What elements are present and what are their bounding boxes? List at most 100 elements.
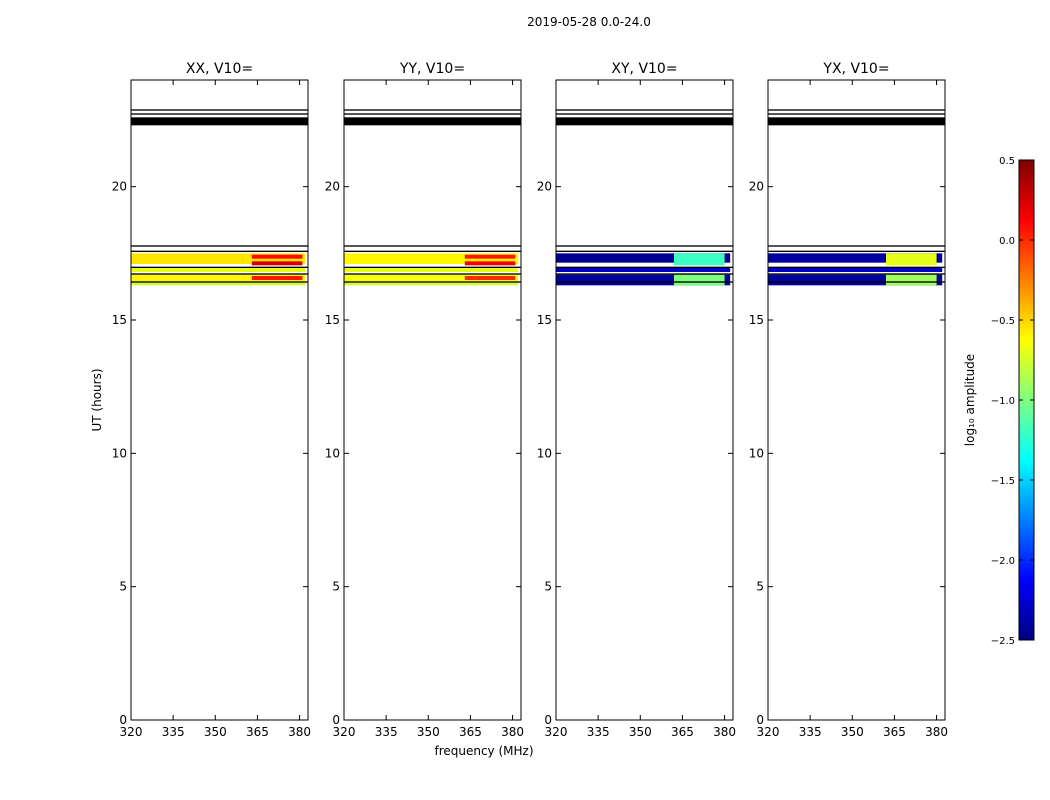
flagged-row xyxy=(344,281,521,283)
heatmap-band xyxy=(344,274,519,282)
flagged-row xyxy=(556,266,733,268)
heatmap-band xyxy=(464,261,516,266)
flagged-row xyxy=(768,109,945,111)
panel-frame xyxy=(555,79,734,721)
colorbar-tick-label: 0.5 xyxy=(999,156,1015,167)
colorbar-tick-label: 0.0 xyxy=(999,236,1015,247)
heatmap-band xyxy=(344,268,519,272)
y-tick-label: 5 xyxy=(119,580,127,594)
flagged-row xyxy=(344,250,521,252)
x-tick-label: 380 xyxy=(288,725,311,739)
heatmap-band xyxy=(251,261,303,266)
flagged-row xyxy=(131,109,308,111)
y-tick-label: 5 xyxy=(332,580,340,594)
flagged-row xyxy=(131,266,308,268)
heatmap-band xyxy=(344,253,519,264)
figure-suptitle: 2019-05-28 0.0-24.0 xyxy=(527,15,651,29)
y-tick-label: 10 xyxy=(537,446,552,460)
flagged-row xyxy=(131,117,308,126)
flagged-row xyxy=(131,113,308,115)
y-tick-label: 0 xyxy=(544,713,552,727)
flagged-row xyxy=(344,113,521,115)
heatmap-band xyxy=(131,274,306,282)
heatmap-band xyxy=(556,274,731,286)
heatmap-band xyxy=(464,276,516,280)
flagged-row xyxy=(768,245,945,247)
heatmap-band xyxy=(674,253,725,266)
panel-title: XX, V10= xyxy=(186,61,253,77)
panel-frame xyxy=(767,79,946,721)
flagged-row xyxy=(344,266,521,268)
colorbar-ticks: 0.5 0.0 −0.5 −1.0 −1.5 −2.0 −2.5 xyxy=(991,156,1034,647)
flagged-row xyxy=(344,273,521,275)
y-tick-label: 10 xyxy=(749,446,764,460)
y-tick-label: 15 xyxy=(325,313,340,327)
panel-frame xyxy=(343,79,522,721)
flagged-row xyxy=(556,281,733,283)
y-tick-label: 20 xyxy=(749,180,764,194)
flagged-row xyxy=(768,117,945,126)
heatmap-band xyxy=(251,254,303,259)
flagged-row xyxy=(131,281,308,283)
heatmap-band xyxy=(131,253,306,264)
flagged-row xyxy=(131,245,308,247)
x-tick-label: 320 xyxy=(545,725,568,739)
flagged-row xyxy=(556,245,733,247)
colorbar-tick-label: −1.0 xyxy=(991,396,1015,407)
y-tick-label: 15 xyxy=(537,313,552,327)
y-tick-label: 0 xyxy=(119,713,127,727)
flagged-row xyxy=(344,245,521,247)
x-tick-label: 335 xyxy=(799,725,822,739)
y-axis-label: UT (hours) xyxy=(90,368,104,431)
heatmap-band xyxy=(768,253,943,263)
x-tick-label: 350 xyxy=(417,725,440,739)
y-tick-label: 15 xyxy=(112,313,127,327)
flagged-row xyxy=(556,113,733,115)
flagged-row xyxy=(768,266,945,268)
panel-frame xyxy=(130,79,309,721)
x-tick-label: 365 xyxy=(246,725,269,739)
flagged-row xyxy=(556,250,733,252)
heatmap-band xyxy=(131,268,306,272)
heatmap-band xyxy=(556,268,731,272)
panel-title: XY, V10= xyxy=(611,61,677,77)
x-tick-label: 365 xyxy=(671,725,694,739)
y-tick-label: 0 xyxy=(756,713,764,727)
flagged-row xyxy=(556,273,733,275)
heatmap-band xyxy=(768,274,943,286)
x-tick-label: 380 xyxy=(925,725,948,739)
flagged-row xyxy=(131,250,308,252)
x-tick-label: 320 xyxy=(120,725,143,739)
flagged-row xyxy=(344,117,521,126)
y-tick-label: 20 xyxy=(537,180,552,194)
heatmap-band xyxy=(556,253,731,263)
flagged-row xyxy=(768,273,945,275)
x-tick-label: 335 xyxy=(162,725,185,739)
heatmap-band xyxy=(674,274,725,286)
x-tick-label: 350 xyxy=(204,725,227,739)
x-tick-label: 335 xyxy=(375,725,398,739)
panel-4: YX, V10= 320 335 350 365 380 0 5 10 15 20 xyxy=(749,61,948,739)
panel-title: YY, V10= xyxy=(399,61,465,77)
heatmap-band xyxy=(886,253,937,266)
colorbar-label: log₁₀ amplitude xyxy=(963,354,977,446)
x-tick-label: 320 xyxy=(333,725,356,739)
x-tick-label: 350 xyxy=(841,725,864,739)
colorbar: 0.5 0.0 −0.5 −1.0 −1.5 −2.0 −2.5 log₁₀ amplitu… xyxy=(963,156,1035,647)
y-tick-label: 10 xyxy=(112,446,127,460)
x-tick-label: 380 xyxy=(713,725,736,739)
heatmap-band xyxy=(768,268,943,272)
panel-1: XX, V10= 320 335 350 365 380 0 5 10 15 20 xyxy=(112,61,311,739)
colorbar-tick-label: −2.0 xyxy=(991,556,1015,567)
y-tick-label: 20 xyxy=(325,180,340,194)
x-tick-label: 380 xyxy=(501,725,524,739)
heatmap-band xyxy=(464,254,516,259)
panel-3: XY, V10= 320 335 350 365 380 0 5 10 15 20 xyxy=(537,61,736,739)
y-tick-label: 10 xyxy=(325,446,340,460)
y-tick-label: 20 xyxy=(112,180,127,194)
flagged-row xyxy=(556,109,733,111)
y-tick-label: 15 xyxy=(749,313,764,327)
flagged-row xyxy=(768,113,945,115)
flagged-row xyxy=(768,250,945,252)
